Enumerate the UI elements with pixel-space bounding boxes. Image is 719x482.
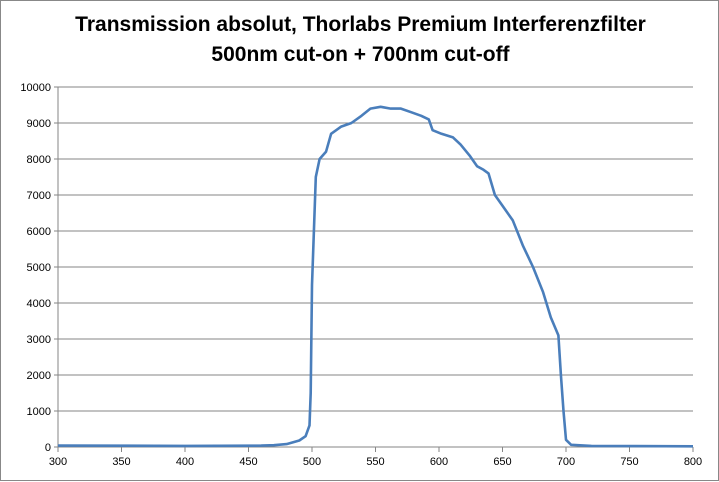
y-tick-label: 8000 — [27, 154, 51, 166]
x-tick-label: 400 — [176, 456, 194, 468]
x-tick-label: 550 — [366, 456, 384, 468]
x-tick-label: 500 — [303, 456, 321, 468]
x-tick-label: 600 — [430, 456, 448, 468]
y-tick-label: 9000 — [27, 118, 51, 130]
x-tick-label: 450 — [239, 456, 257, 468]
y-tick-label: 2000 — [27, 370, 51, 382]
x-tick-label: 800 — [684, 456, 702, 468]
y-tick-label: 3000 — [27, 334, 51, 346]
chart-subtitle: 500nm cut-on + 700nm cut-off — [211, 43, 510, 66]
y-tick-label: 5000 — [27, 262, 51, 274]
y-tick-label: 0 — [45, 442, 51, 454]
y-tick-label: 7000 — [27, 190, 51, 202]
x-tick-label: 650 — [493, 456, 511, 468]
x-tick-label: 300 — [49, 456, 67, 468]
x-tick-label: 700 — [557, 456, 575, 468]
y-tick-label: 4000 — [27, 298, 51, 310]
y-tick-label: 6000 — [27, 226, 51, 238]
x-tick-label: 750 — [620, 456, 638, 468]
chart-title: Transmission absolut, Thorlabs Premium I… — [75, 13, 646, 36]
series-line — [57, 105, 694, 448]
y-tick-label: 10000 — [20, 82, 51, 94]
y-tick-label: 1000 — [27, 406, 51, 418]
x-tick-label: 350 — [112, 456, 130, 468]
